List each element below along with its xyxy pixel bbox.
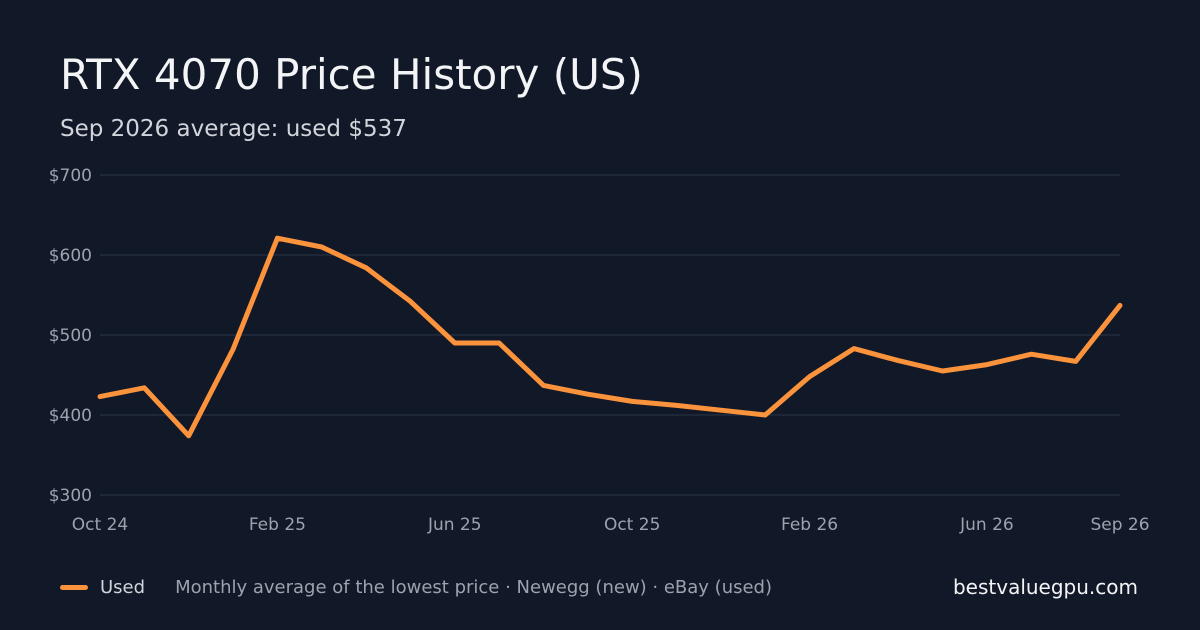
data-point — [1118, 303, 1122, 308]
data-point — [497, 341, 502, 345]
grid-lines — [100, 174, 1120, 496]
data-point — [364, 265, 369, 270]
y-tick-label: $500 — [49, 326, 92, 346]
x-tick-label: Feb 25 — [249, 515, 306, 535]
data-point — [231, 347, 236, 352]
data-point — [807, 374, 812, 379]
legend-label-used: Used — [100, 576, 146, 598]
brand-link[interactable]: bestvaluegpu.com — [952, 575, 1138, 599]
x-tick-label: Sep 26 — [1090, 515, 1149, 535]
series-line-used — [97, 235, 1123, 439]
data-point — [1029, 352, 1034, 357]
data-point — [319, 245, 324, 249]
y-tick-label: $400 — [49, 406, 92, 426]
x-tick-label: Oct 25 — [604, 515, 660, 535]
legend-swatch-used — [60, 584, 88, 590]
data-point — [541, 383, 546, 388]
x-tick-label: Jun 25 — [427, 515, 482, 535]
data-point — [98, 394, 102, 399]
chart-footer: Used Monthly average of the lowest price… — [60, 572, 772, 602]
data-point — [142, 385, 147, 390]
x-tick-label: Oct 24 — [72, 515, 128, 535]
data-point — [452, 341, 457, 345]
x-tick-label: Jun 26 — [959, 515, 1014, 535]
data-point — [1073, 359, 1078, 364]
x-axis-ticks: Oct 24 Feb 25 Jun 25 Oct 25 Feb 26 Jun 26 Sep … — [72, 515, 1150, 535]
y-axis-ticks: $300 $400 $500 $600 $700 — [49, 166, 92, 506]
y-tick-label: $700 — [49, 166, 92, 186]
data-point — [940, 369, 945, 373]
x-tick-label: Feb 26 — [781, 515, 838, 535]
data-point — [186, 433, 191, 438]
source-note: Monthly average of the lowest price · Ne… — [175, 576, 773, 598]
data-point — [408, 299, 413, 304]
y-tick-label: $600 — [49, 246, 92, 266]
data-point — [851, 346, 856, 351]
data-point — [763, 413, 768, 417]
data-point — [674, 403, 679, 408]
data-point — [984, 362, 989, 367]
data-point — [275, 236, 280, 241]
series-layer — [97, 235, 1123, 439]
y-tick-label: $300 — [49, 486, 92, 506]
data-point — [630, 399, 635, 404]
chart-title: RTX 4070 Price History (US) — [60, 50, 643, 99]
chart-subtitle: Sep 2026 average: used $537 — [60, 116, 407, 142]
data-point — [585, 392, 590, 397]
data-point — [896, 358, 901, 363]
data-point — [718, 408, 723, 413]
